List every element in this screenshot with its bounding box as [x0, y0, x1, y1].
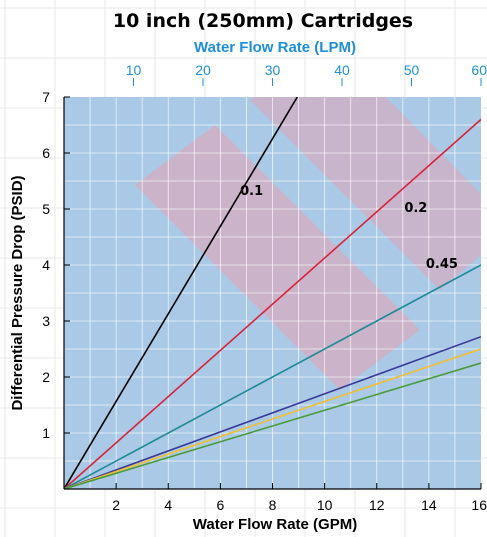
series-line-1: [64, 97, 298, 489]
chart-title: 10 inch (250mm) Cartridges: [113, 10, 413, 32]
series-lines: [64, 97, 481, 489]
y-axis-title: Differential Pressure Drop (PSID): [9, 175, 26, 410]
y-tick-label: 1: [42, 425, 50, 441]
x-axis-title: Water Flow Rate (GPM): [193, 516, 357, 533]
series-labels: 0.1 0.2 0.45: [240, 184, 458, 272]
x-tick-label: 6: [216, 497, 224, 513]
x-tick-label: 4: [164, 497, 172, 513]
top-tick-label: 50: [404, 62, 420, 78]
x-tick-label: 16: [471, 497, 487, 513]
y-tick-label: 7: [42, 89, 50, 105]
plot-gridlines: [64, 97, 481, 489]
top-tick-label: 60: [471, 62, 487, 78]
watermark-stripe: [135, 125, 420, 390]
series-line-3: [64, 264, 481, 489]
y-tick-label: 3: [42, 313, 50, 329]
series-line-2: [64, 118, 481, 489]
top-axis: 10 20 30 40 50 60: [126, 62, 487, 86]
y-tick-label: 4: [42, 257, 50, 273]
series-label-1: 0.1: [240, 184, 263, 199]
x-tick-label: 14: [421, 497, 437, 513]
series-line-6: [64, 362, 481, 489]
x-tick-label: 2: [112, 497, 120, 513]
top-tick-label: 30: [265, 62, 281, 78]
series-line-5: [64, 348, 481, 489]
top-tick-label: 10: [126, 62, 142, 78]
y-tick-label: 5: [42, 201, 50, 217]
y-tick-label: 2: [42, 369, 50, 385]
top-axis-title: Water Flow Rate (LPM): [194, 39, 356, 56]
y-tick-label: 6: [42, 145, 50, 161]
top-tick-label: 20: [195, 62, 211, 78]
top-tick-label: 40: [334, 62, 350, 78]
series-line-4: [64, 335, 481, 489]
x-tick-label: 10: [317, 497, 333, 513]
x-tick-label: 8: [269, 497, 277, 513]
series-label-2: 0.2: [404, 201, 427, 216]
x-axis: 2 4 6 8 10 12 14 16: [112, 483, 487, 513]
x-tick-label: 12: [369, 497, 385, 513]
watermark-stripe: [250, 97, 481, 290]
watermark: [135, 97, 481, 390]
series-label-3: 0.45: [426, 257, 458, 272]
y-axis: 1 2 3 4 5 6 7: [42, 89, 70, 441]
